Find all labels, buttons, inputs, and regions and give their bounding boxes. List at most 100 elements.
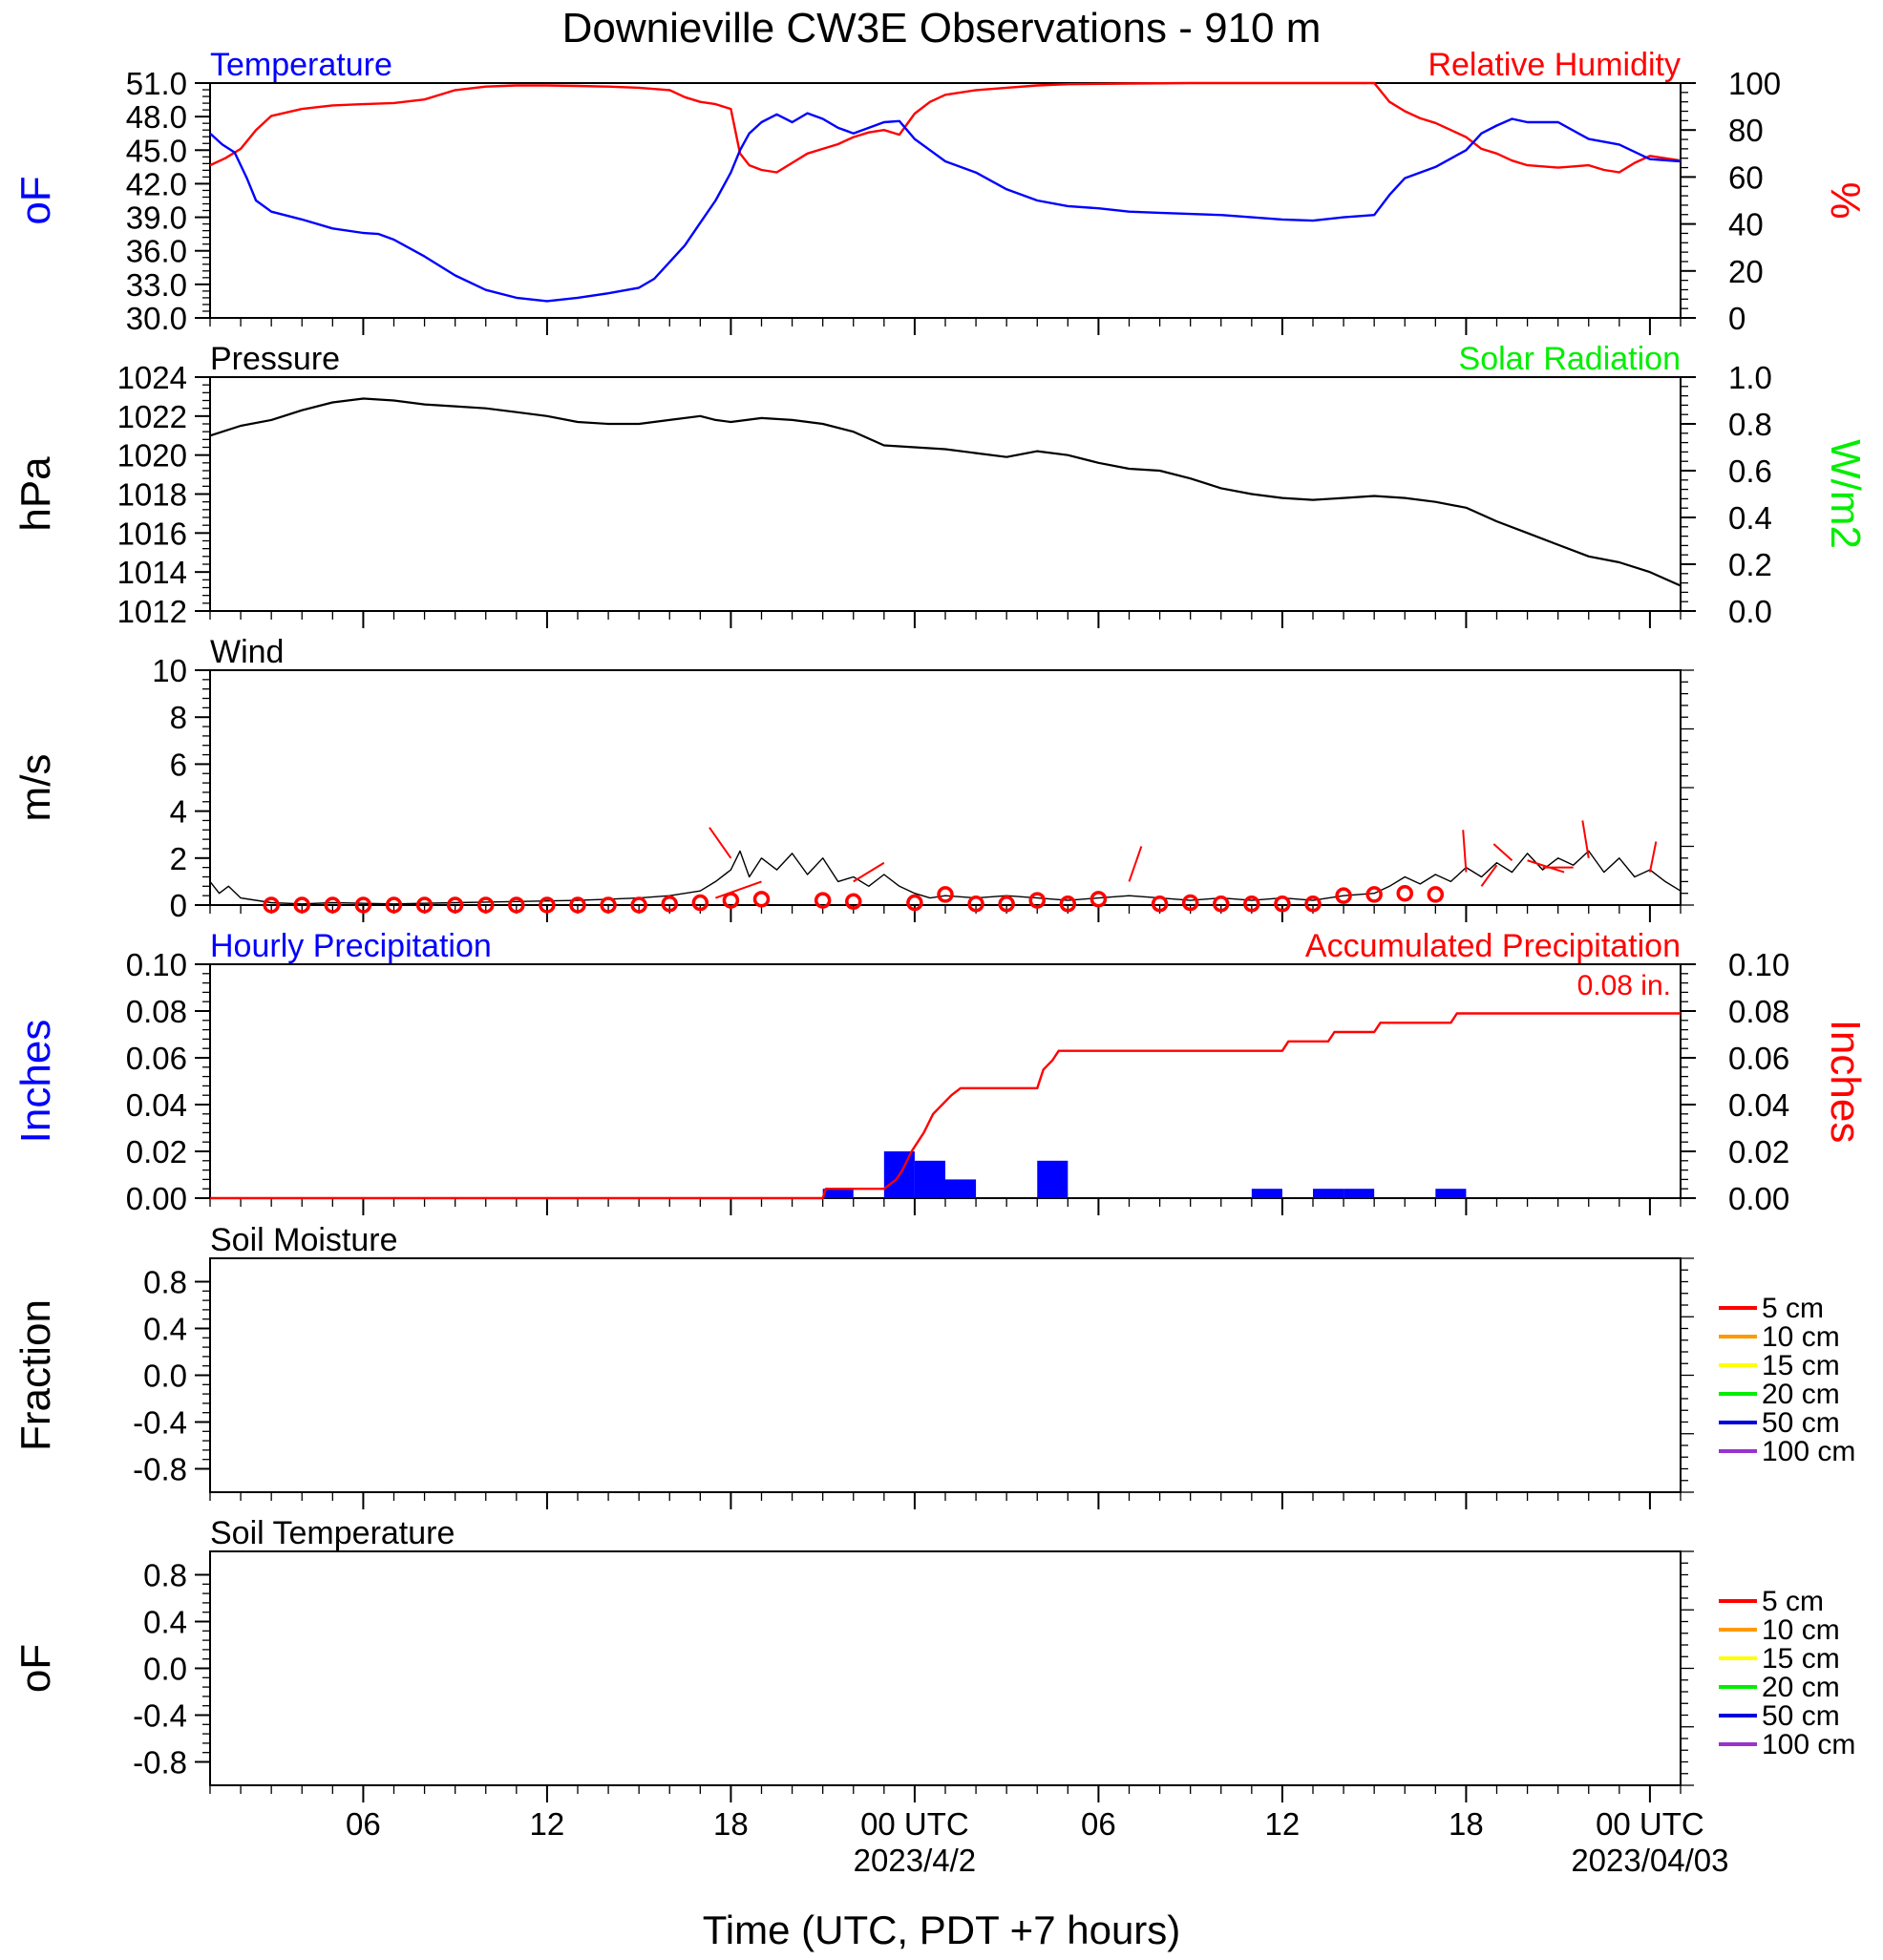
y-tick-label-right: 0.2 [1728,547,1772,582]
y-tick-label-left: 45.0 [126,133,187,168]
y-tick-label-left: 1020 [117,438,187,474]
wind-hourly-marker [967,896,984,913]
y-tick-label-left: 1024 [117,360,187,395]
wind-hourly-marker [1304,896,1322,913]
y-tick-label-right: 0.0 [1728,594,1772,629]
x-axis-label: Time (UTC, PDT +7 hours) [703,1907,1181,1952]
hourly-precip-bar [1343,1189,1375,1198]
figure-title: Downieville CW3E Observations - 910 m [562,5,1322,52]
panel-soil-moisture: 0.8 0.4 0.0 -0.4 -0.8 Soil Moisture Fraction 5 … [12,1222,1855,1509]
wind-hourly-marker [1151,896,1169,913]
wind-hourly-marker [1243,896,1260,913]
y-tick-label-left: 51.0 [126,66,187,101]
wind-direction-tick [1480,864,1498,887]
wind-hourly-marker [1028,892,1046,909]
y-tick-label-left: 8 [170,700,187,735]
y-tick-label-left: 0.02 [126,1134,187,1170]
plot-frame [209,82,1682,319]
hourly-precip-bar [822,1189,854,1198]
y-tick-label-left: 10 [152,653,187,688]
wind-direction-tick [1581,820,1590,858]
y-tick-label-right: 0.08 [1728,994,1789,1029]
wind-hourly-marker [661,896,678,913]
wind-direction-tick [1527,859,1565,874]
x-tick-sublabel: 2023/04/03 [1571,1843,1728,1878]
y-tick-label-left: 36.0 [126,234,187,269]
x-tick-label: 06 [346,1806,381,1842]
y-axis-label-right: Inches [1822,1020,1869,1144]
y-tick-label-left: 6 [170,747,187,782]
hourly-precip-bar [1313,1189,1344,1198]
panel-title-right: Solar Radiation [1459,341,1681,377]
panel-title-left: Hourly Precipitation [210,928,492,964]
wind-hourly-marker [845,893,862,911]
x-tick-sublabel: 2023/4/2 [854,1843,976,1878]
legend-entry: 20 cm [1762,1379,1840,1410]
y-tick-label-right: 0.10 [1728,947,1789,982]
y-tick-label-left: 4 [170,794,187,830]
hourly-precip-bar [1251,1189,1282,1198]
wind-hourly-marker [691,894,709,912]
plot-frame [209,1550,1682,1786]
wind-direction-tick [1128,846,1143,882]
y-tick-label-right: 0.8 [1728,407,1772,442]
y-tick-label-right: 100 [1728,66,1781,101]
wind-hourly-marker [539,896,556,914]
x-tick-label: 06 [1081,1806,1116,1842]
y-tick-label-left: 1016 [117,516,187,551]
wind-hourly-marker [1059,896,1077,913]
y-tick-label-right: 0.6 [1728,453,1772,489]
wind-hourly-marker [906,894,923,912]
x-tick-label: 18 [1449,1806,1484,1842]
wind-direction-tick [1648,841,1658,873]
y-tick-label-right: 40 [1728,207,1764,242]
legend-entry: 15 cm [1762,1350,1840,1381]
y-axis-label-left: Fraction [12,1299,59,1451]
x-tick-label: 00 UTC [860,1806,969,1842]
y-tick-label-left: 0.10 [126,947,187,982]
y-tick-label-left: 0 [170,888,187,923]
y-tick-label-left: 42.0 [126,166,187,201]
wind-hourly-marker [263,896,280,914]
wind-hourly-marker [446,896,464,914]
y-axis-label-left: oF [12,176,59,224]
wind-hourly-marker [998,896,1015,913]
wind-hourly-marker [1396,884,1413,902]
y-tick-label-right: 0.04 [1728,1087,1789,1123]
wind-hourly-marker [569,896,586,914]
x-tick-label: 00 UTC [1596,1806,1704,1842]
y-tick-label-right: 0.02 [1728,1134,1789,1170]
y-tick-label-left: 0.00 [126,1181,187,1216]
wind-hourly-marker [722,892,740,909]
legend-entry: 100 cm [1762,1729,1855,1760]
x-tick-label: 18 [713,1806,749,1842]
y-tick-label-left: 0.8 [143,1558,187,1593]
y-tick-label-left: -0.8 [133,1452,187,1487]
panel-title-right: Accumulated Precipitation [1305,928,1681,964]
y-tick-label-left: 48.0 [126,99,187,135]
wind-hourly-marker [630,896,647,914]
hourly-precip-bar [914,1160,945,1198]
x-tick-label: 12 [1265,1806,1301,1842]
wind-direction-tick [715,880,762,899]
y-tick-label-left: 1014 [117,555,187,590]
wind-hourly-marker [385,896,403,914]
panel-title-left: Temperature [210,47,392,83]
legend-entry: 20 cm [1762,1672,1840,1703]
y-tick-label-right: 1.0 [1728,360,1772,395]
wind-hourly-marker [293,896,310,914]
panel-wind: 10 8 6 4 2 0 Wind m/s [12,634,1694,923]
y-tick-label-left: 0.0 [143,1652,187,1687]
y-tick-label-left: 2 [170,841,187,876]
y-axis-label-right: % [1822,181,1869,219]
wind-hourly-marker [1335,887,1352,904]
panel-temp-rh: 51.048.045.042.039.036.033.030.0 100 80 60 4… [12,47,1869,336]
y-tick-label-right: 0 [1728,301,1745,336]
y-tick-label-left: 0.0 [143,1359,187,1394]
y-tick-label-right: 60 [1728,159,1764,195]
x-tick-label: 12 [530,1806,565,1842]
wind-direction-tick [709,827,732,859]
wind-hourly-marker [508,896,525,914]
